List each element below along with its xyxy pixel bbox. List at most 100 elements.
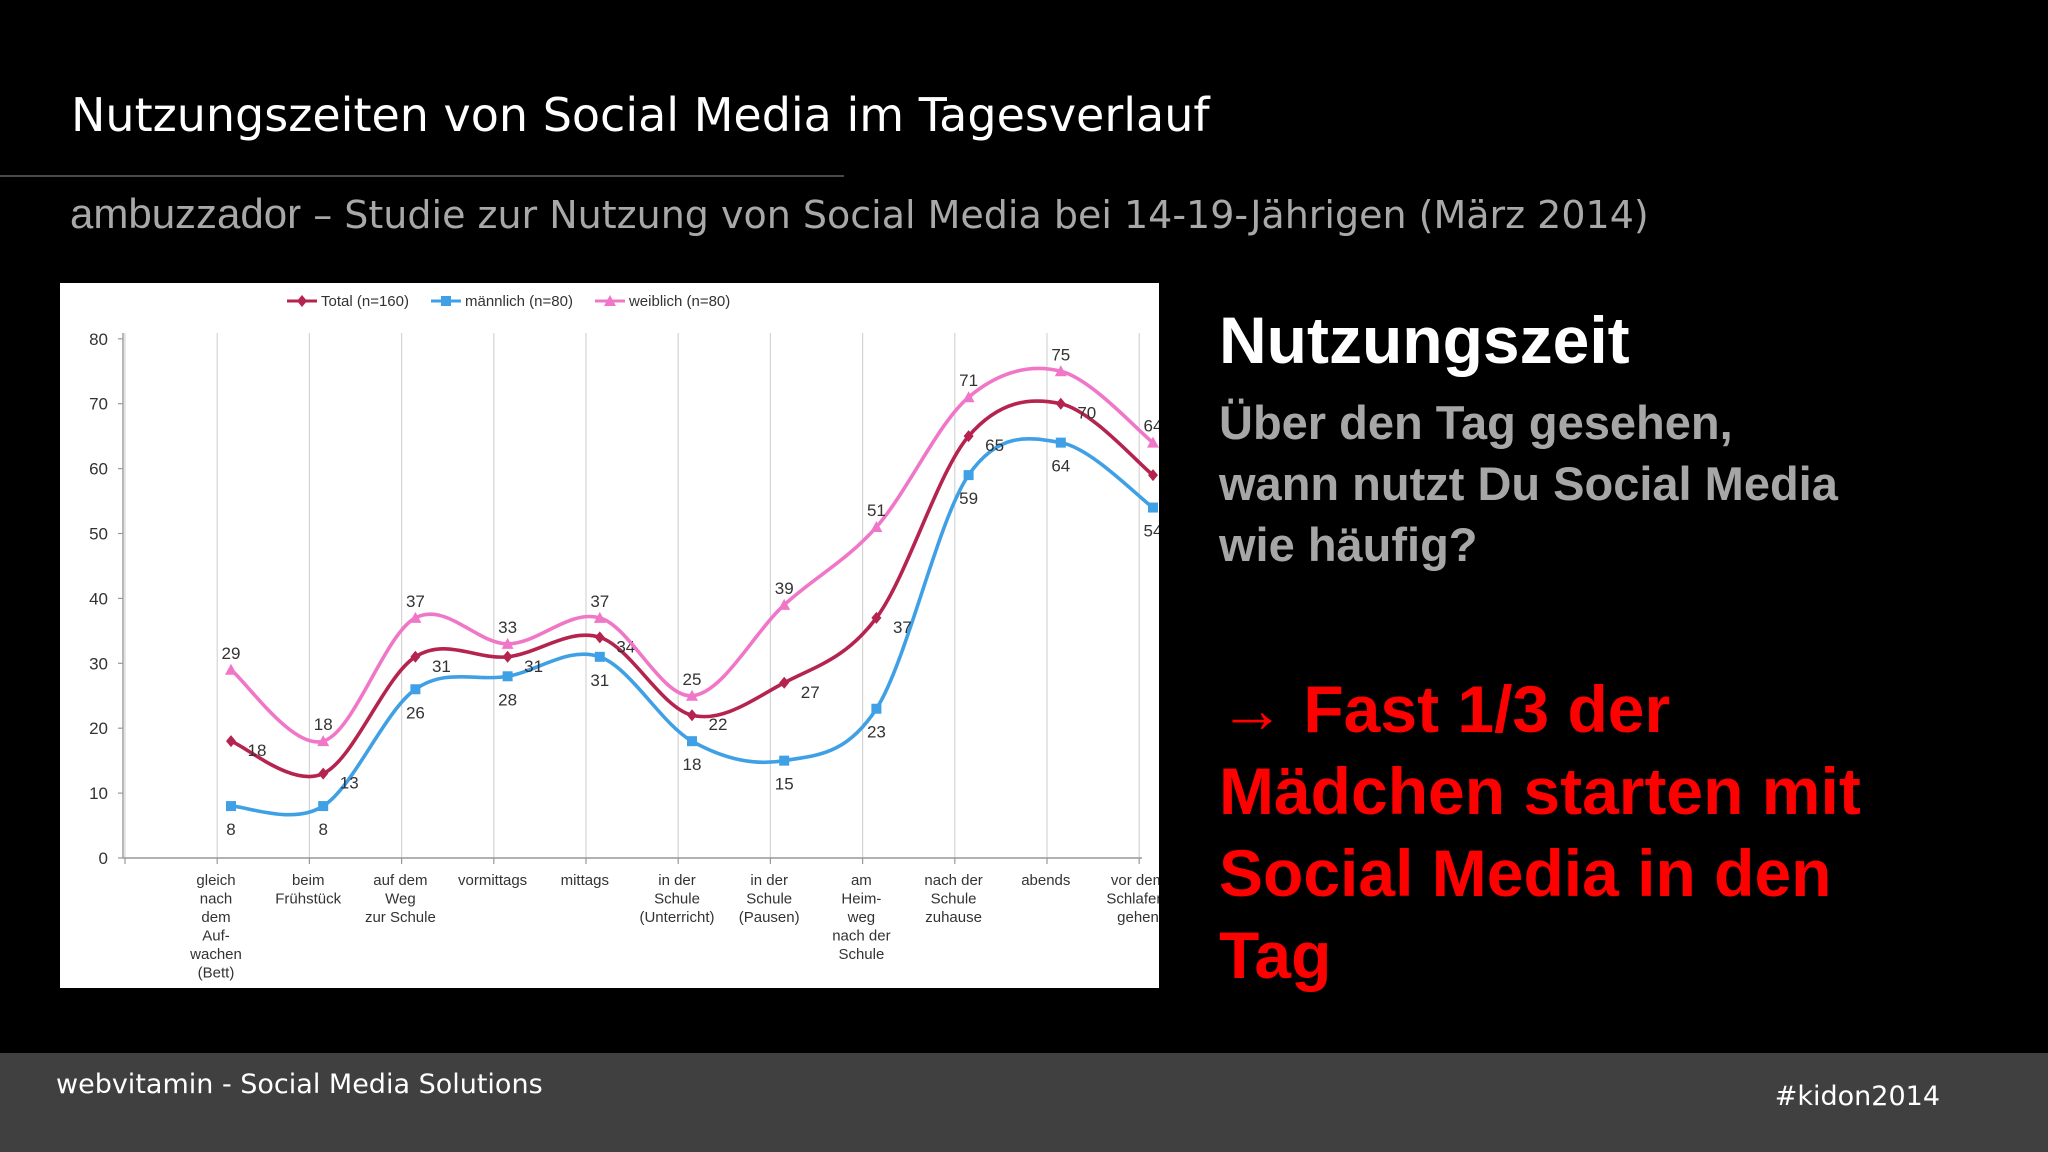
data-label: 29 [222, 644, 241, 663]
y-tick-label: 30 [89, 654, 108, 673]
y-tick-label: 10 [89, 784, 108, 803]
data-label: 18 [248, 741, 267, 760]
panel-heading: Nutzungszeit [1219, 303, 1630, 377]
data-point [1054, 365, 1067, 377]
data-point [317, 735, 330, 747]
data-label: 54 [1144, 522, 1159, 541]
y-tick-label: 40 [89, 589, 108, 608]
data-label: 28 [498, 690, 517, 709]
data-label: 59 [959, 489, 978, 508]
data-label: 22 [709, 715, 728, 734]
data-label: 23 [867, 723, 886, 742]
data-label: 33 [498, 618, 517, 637]
line-chart: 0 10 20 30 40 50 60 70 80 gleich nach dem Auf-wachen… [89, 293, 1159, 982]
x-tick-label: abends [1021, 872, 1070, 889]
data-point [593, 611, 606, 623]
legend-label: weiblich (n=80) [628, 293, 730, 310]
y-tick-label: 70 [89, 395, 108, 414]
data-label: 31 [432, 657, 451, 676]
data-point [686, 689, 698, 701]
x-tick-label: beim Frühstück [275, 872, 341, 908]
data-point [226, 735, 236, 748]
data-label: 64 [1144, 417, 1159, 436]
panel-callout: → Fast 1/3 der Mädchen starten mit Socia… [1219, 672, 1861, 992]
x-tick-label: am Heim-weg nach der Schule [832, 872, 890, 963]
data-point [501, 637, 514, 649]
legend-marker [297, 295, 307, 307]
panel-question: Über den Tag gesehen, wann nutzt Du Soci… [1219, 396, 1838, 571]
legend-label: männlich (n=80) [465, 293, 573, 310]
slide-subtitle: ambuzzador – Studie zur Nutzung von Soci… [70, 190, 1649, 238]
data-point [687, 736, 697, 747]
data-point [871, 703, 882, 714]
footer-company: webvitamin - Social Media Solutions [56, 1069, 543, 1100]
data-label: 27 [801, 683, 820, 702]
chart-panel: 0 10 20 30 40 50 60 70 80 gleich nach dem Auf-wachen… [60, 283, 1159, 988]
data-label: 31 [524, 657, 543, 676]
data-label: 71 [959, 371, 978, 390]
x-tick-label: nach der Schule zuhause [924, 872, 982, 926]
data-point [1147, 436, 1159, 448]
data-label: 13 [340, 774, 359, 793]
x-tick-label: auf dem Weg zur Schule [365, 872, 436, 926]
data-point [594, 631, 605, 644]
y-tick-label: 80 [89, 330, 108, 349]
data-label: 64 [1051, 457, 1070, 476]
title-divider [0, 175, 844, 177]
subtitle-study: – Studie zur Nutzung von Social Media be… [301, 193, 1649, 237]
data-point [779, 755, 790, 766]
data-point [962, 391, 975, 403]
data-point [226, 801, 236, 812]
data-point [318, 767, 329, 780]
data-point [225, 663, 237, 675]
x-tick-label: in der Schule (Unterricht) [639, 872, 714, 926]
data-label: 8 [226, 820, 235, 839]
footer-bar [0, 1053, 2048, 1152]
data-point [594, 651, 605, 662]
data-point [870, 521, 883, 533]
data-label: 26 [406, 703, 425, 722]
y-tick-label: 0 [99, 849, 108, 868]
y-tick-label: 50 [89, 525, 108, 544]
data-point [1055, 437, 1066, 448]
data-point [1148, 469, 1158, 482]
data-label: 8 [318, 820, 327, 839]
data-point [409, 611, 422, 623]
data-label: 31 [590, 671, 609, 690]
x-tick-label: vormittags [458, 872, 527, 889]
data-point [318, 801, 329, 812]
data-point [1148, 502, 1158, 513]
data-label: 15 [775, 775, 794, 794]
data-point [778, 598, 791, 610]
data-point [1055, 397, 1066, 410]
data-label: 70 [1077, 404, 1096, 423]
legend-marker [440, 296, 451, 306]
legend-marker [603, 295, 616, 306]
data-label: 37 [893, 618, 912, 637]
x-tick-label: in der Schule (Pausen) [739, 872, 800, 926]
data-point [502, 671, 513, 682]
data-label: 51 [867, 501, 886, 520]
data-label: 39 [775, 579, 794, 598]
data-label: 37 [406, 592, 425, 611]
x-tick-label: gleich nach dem Auf-wachen (Bett) [189, 872, 242, 982]
x-tick-label: vor demSchlafen-gehen [1106, 872, 1159, 926]
data-point [779, 676, 790, 689]
data-label: 75 [1051, 345, 1070, 364]
data-label: 18 [683, 755, 702, 774]
data-label: 37 [590, 592, 609, 611]
subtitle-brand: ambuzzador [70, 190, 302, 237]
data-point [963, 470, 974, 481]
data-point [410, 684, 421, 695]
data-label: 25 [683, 670, 702, 689]
y-tick-label: 20 [89, 719, 108, 738]
data-point [410, 650, 421, 663]
data-point [687, 709, 697, 722]
y-tick-label: 60 [89, 460, 108, 479]
data-label: 65 [985, 436, 1004, 455]
x-tick-label: mittags [561, 872, 609, 889]
legend-label: Total (n=160) [321, 293, 409, 310]
footer-hashtag: #kidon2014 [1774, 1081, 1940, 1112]
data-label: 18 [314, 715, 333, 734]
slide-title: Nutzungszeiten von Social Media im Tages… [71, 88, 1210, 142]
